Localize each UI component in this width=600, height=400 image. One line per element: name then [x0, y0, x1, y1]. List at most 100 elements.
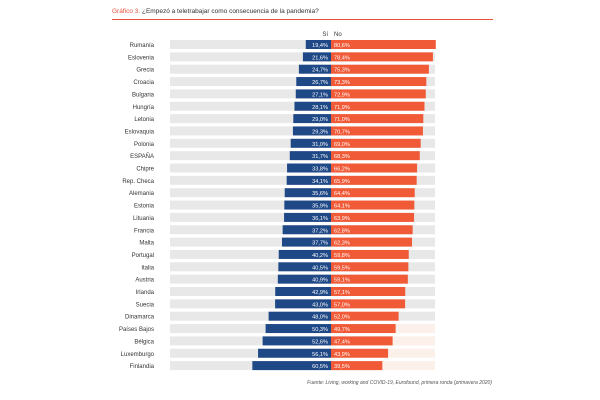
bar-no — [331, 212, 415, 222]
category-label: Bulgaria — [132, 92, 155, 98]
bar-si — [295, 89, 331, 99]
value-label-no: 63,9% — [334, 216, 350, 222]
value-label-no: 43,9% — [334, 352, 350, 358]
value-label-si: 34,1% — [312, 179, 328, 185]
bar-no — [331, 77, 427, 87]
value-label-no: 57,1% — [334, 290, 350, 296]
track-left — [170, 101, 331, 111]
value-label-no: 72,9% — [334, 92, 350, 98]
bar-no — [331, 126, 423, 136]
track-left — [170, 361, 331, 371]
category-label: Hungría — [133, 105, 155, 111]
bar-si — [282, 225, 331, 235]
track-left — [170, 274, 331, 284]
value-label-si: 27,1% — [312, 92, 328, 98]
value-label-no: 73,3% — [334, 80, 350, 86]
value-label-si: 33,8% — [312, 167, 328, 173]
bar-si — [296, 77, 331, 87]
track-left — [170, 52, 331, 62]
bar-si — [284, 200, 331, 210]
bar-no — [331, 101, 425, 111]
bar-si — [292, 126, 331, 136]
bar-si — [281, 237, 331, 247]
bar-no — [331, 163, 418, 173]
value-label-si: 50,3% — [312, 327, 328, 333]
value-label-si: 36,1% — [312, 216, 328, 222]
category-label: Alemania — [129, 191, 155, 197]
category-label: Suecia — [136, 302, 155, 308]
track-left — [170, 114, 331, 124]
track-left — [170, 163, 331, 173]
bar-si — [286, 175, 331, 185]
value-label-si: 31,0% — [312, 142, 328, 148]
track-left — [170, 336, 331, 346]
category-label: Países Bajos — [119, 327, 154, 333]
value-label-si: 40,5% — [312, 265, 328, 271]
category-label: Croacia — [133, 80, 154, 86]
category-label: Italia — [141, 265, 154, 271]
value-label-no: 59,8% — [334, 253, 350, 259]
bar-si — [302, 52, 331, 62]
track-left — [170, 200, 331, 210]
track-left — [170, 40, 331, 49]
bar-no — [331, 52, 433, 62]
value-label-no: 64,4% — [334, 191, 350, 197]
value-label-no: 68,3% — [334, 154, 350, 160]
bar-no — [331, 64, 429, 74]
category-label: Malta — [139, 241, 154, 247]
category-label: Luxemburgo — [121, 352, 155, 358]
value-label-no: 52,0% — [334, 315, 350, 321]
legend-si: Sí — [322, 32, 328, 38]
chart-title-question: ¿Empezó a teletrabajar como consecuencia… — [142, 8, 319, 15]
track-left — [170, 212, 331, 222]
category-label: Dinamarca — [125, 315, 155, 321]
bar-si — [275, 299, 331, 309]
value-label-no: 47,4% — [334, 339, 350, 345]
value-label-no: 64,1% — [334, 204, 350, 210]
category-label: Bélgica — [134, 339, 154, 345]
bar-si — [298, 64, 331, 74]
track-left — [170, 324, 331, 334]
value-label-no: 78,4% — [334, 55, 350, 61]
bar-no — [331, 249, 409, 259]
legend-no: No — [334, 32, 342, 38]
value-label-no: 71,0% — [334, 117, 350, 123]
track-right — [331, 361, 435, 371]
bar-no — [331, 324, 396, 334]
category-label: Chipre — [136, 167, 154, 173]
value-label-no: 70,7% — [334, 129, 350, 135]
value-label-no: 66,2% — [334, 167, 350, 173]
value-label-si: 40,2% — [312, 253, 328, 259]
value-label-si: 29,0% — [312, 117, 328, 123]
value-label-si: 35,9% — [312, 204, 328, 210]
track-left — [170, 64, 331, 74]
category-label: Estonia — [134, 204, 155, 210]
bar-si — [289, 151, 331, 161]
bar-no — [331, 175, 417, 185]
track-left — [170, 287, 331, 296]
value-label-si: 19,4% — [312, 43, 328, 49]
category-label: Austria — [135, 278, 154, 284]
value-label-si: 37,2% — [312, 228, 328, 234]
track-left — [170, 237, 331, 247]
track-left — [170, 151, 331, 161]
value-label-no: 69,0% — [334, 142, 350, 148]
bar-no — [331, 361, 383, 371]
value-label-no: 59,1% — [334, 278, 350, 284]
category-label: Francia — [134, 228, 155, 234]
value-label-no: 75,3% — [334, 68, 350, 74]
bar-si — [252, 361, 331, 371]
track-left — [170, 126, 331, 136]
bar-si — [258, 348, 331, 358]
value-label-si: 42,9% — [312, 290, 328, 296]
value-label-no: 62,3% — [334, 241, 350, 247]
bar-si — [290, 138, 331, 148]
bar-no — [331, 237, 412, 247]
value-label-no: 39,5% — [334, 364, 350, 370]
value-label-si: 31,7% — [312, 154, 328, 160]
value-label-si: 48,0% — [312, 315, 328, 321]
bar-si — [268, 311, 331, 321]
category-label: Eslovaquia — [125, 129, 155, 135]
bar-si — [265, 324, 331, 334]
